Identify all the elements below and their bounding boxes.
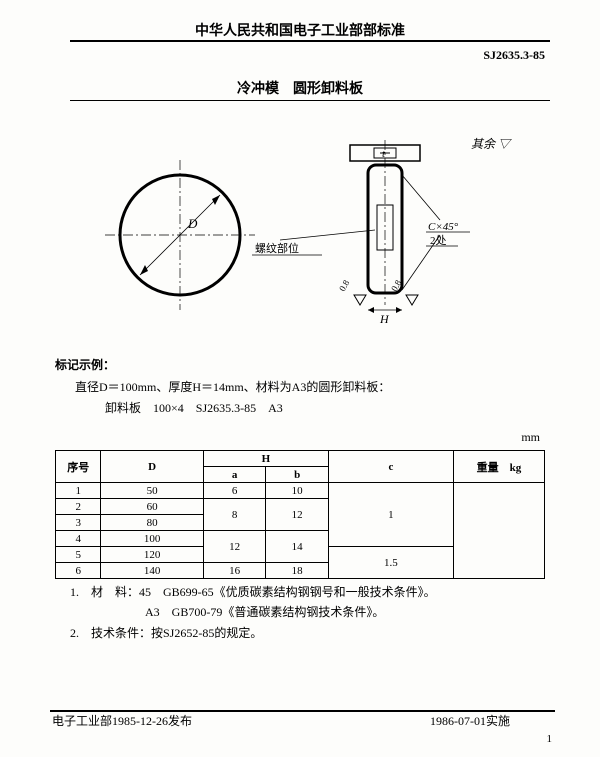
cell: 6	[203, 483, 266, 499]
note-1b: A3 GB700-79《普通碳素结构钢技术条件》。	[70, 602, 436, 622]
mark-line2: 卸料板 100×4 SJ2635.3-85 A3	[55, 398, 390, 420]
table-row: 1 50 6 10 1	[56, 483, 545, 499]
unit-label: mm	[521, 430, 540, 445]
cell: 18	[266, 563, 329, 579]
cell: 120	[101, 547, 203, 563]
diagram-svg: D t 螺纹部位 C×45° 2处 0.8	[80, 130, 520, 330]
th-a: a	[203, 467, 266, 483]
header-rule	[70, 40, 550, 42]
cell: 1.5	[328, 547, 453, 579]
callout-count: 2处	[430, 234, 447, 247]
note-2: 2. 技术条件：按SJ2652-85的规定。	[70, 623, 436, 643]
th-weight: 重量 kg	[453, 451, 544, 483]
notes-section: 1. 材 料：45 GB699-65《优质碳素结构钢钢号和一般技术条件》。 A3…	[70, 582, 436, 643]
title-rule	[70, 100, 550, 101]
document-title: 冷冲模 圆形卸料板	[0, 78, 600, 98]
th-D: D	[101, 451, 203, 483]
surface-left: 0.8	[337, 278, 352, 293]
mark-example: 标记示例： 直径D＝100mm、厚度H＝14mm、材料为A3的圆形卸料板： 卸料…	[55, 355, 390, 420]
cell: 4	[56, 531, 101, 547]
cell: 80	[101, 515, 203, 531]
mark-heading: 标记示例：	[55, 355, 390, 377]
cell: 140	[101, 563, 203, 579]
standard-number: SJ2635.3-85	[483, 48, 545, 63]
cell: 10	[266, 483, 329, 499]
cell: 6	[56, 563, 101, 579]
cell: 100	[101, 531, 203, 547]
th-b: b	[266, 467, 329, 483]
cell: 12	[203, 531, 266, 563]
note-label: 1. 材 料：	[70, 585, 139, 599]
engineering-diagram: 其余 ▽ D t 螺纹部位 C×45°	[80, 130, 520, 330]
cell: 14	[266, 531, 329, 563]
cell: 2	[56, 499, 101, 515]
cell: 5	[56, 547, 101, 563]
dimension-table: 序号 D H c 重量 kg a b 1 50 6 10 1 2 60 8 12…	[55, 450, 545, 579]
footer-publish: 电子工业部1985-12-26发布	[52, 712, 192, 729]
org-title: 中华人民共和国电子工业部部标准	[0, 20, 600, 40]
th-c: c	[328, 451, 453, 483]
mark-line1: 直径D＝100mm、厚度H＝14mm、材料为A3的圆形卸料板：	[55, 377, 390, 399]
callout-chamfer: C×45°	[428, 221, 459, 233]
cell: 60	[101, 499, 203, 515]
note-1: 1. 材 料：45 GB699-65《优质碳素结构钢钢号和一般技术条件》。	[70, 582, 436, 602]
cell: 16	[203, 563, 266, 579]
cell: 12	[266, 499, 329, 531]
th-H: H	[203, 451, 328, 467]
callout-thread: 螺纹部位	[255, 241, 299, 255]
cell: 50	[101, 483, 203, 499]
note-text: 45 GB699-65《优质碳素结构钢钢号和一般技术条件》。	[139, 585, 436, 599]
th-seq: 序号	[56, 451, 101, 483]
cell: 1	[56, 483, 101, 499]
cell: 3	[56, 515, 101, 531]
cell: 8	[203, 499, 266, 531]
cell	[453, 483, 544, 579]
dim-H: H	[379, 312, 390, 326]
cell: 1	[328, 483, 453, 547]
footer-effective: 1986-07-01实施	[430, 712, 510, 729]
dim-D: D	[187, 216, 198, 231]
surface-rest-annotation: 其余 ▽	[471, 135, 510, 152]
page-number: 1	[547, 733, 553, 745]
